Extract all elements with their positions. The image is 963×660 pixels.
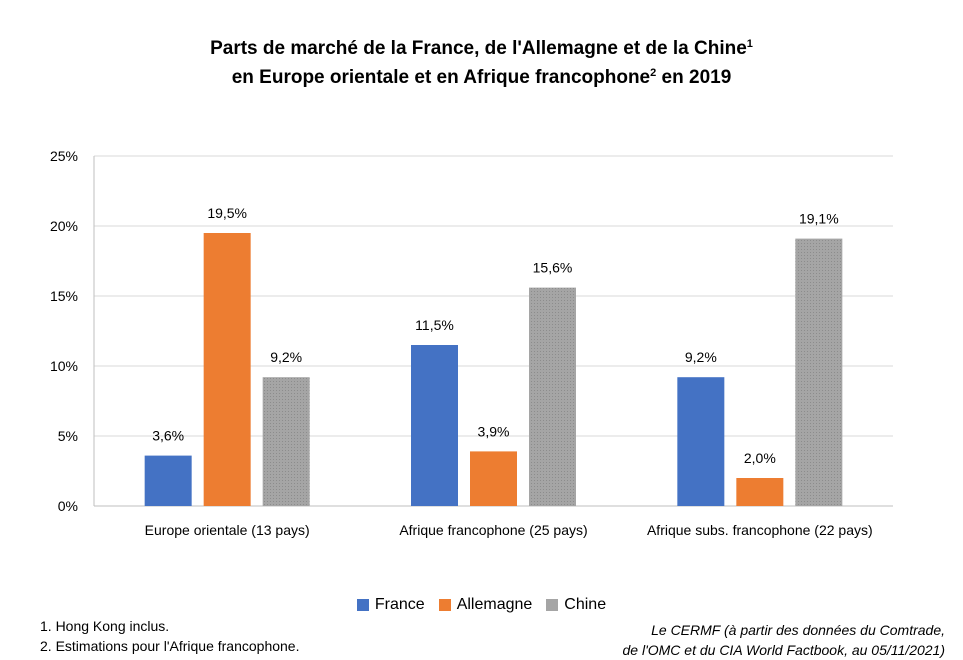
y-tick-label: 25%: [50, 148, 78, 164]
source-line-1: Le CERMF (à partir des données du Comtra…: [651, 622, 945, 638]
legend-item: Chine: [546, 596, 606, 614]
title-footnote-1: 1: [746, 38, 753, 50]
legend-label: Allemagne: [456, 596, 533, 613]
data-label: 19,1%: [799, 211, 839, 227]
footnote-1: 1. Hong Kong inclus.: [40, 618, 170, 634]
x-tick-label: Europe orientale (13 pays): [145, 522, 310, 538]
footnotes: 1. Hong Kong inclus. 2. Estimations pour…: [40, 616, 300, 656]
data-label: 15,6%: [533, 260, 573, 276]
bar-france: [144, 455, 192, 506]
legend-swatch: [356, 599, 369, 611]
bar-allemagne: [470, 451, 517, 506]
title-line-1: Parts de marché de la France, de l'Allem…: [210, 38, 753, 59]
bar-chart: 0% 5% 10% 15% 20% 25% 3,6% 19,5% 9,2% Europe orie…: [50, 148, 893, 538]
legend: France Allemagne Chine: [0, 596, 963, 614]
bar-allemagne: [736, 478, 784, 506]
y-tick-label: 10%: [50, 358, 78, 374]
source-line-2: de l'OMC et du CIA World Factbook, au 05…: [622, 642, 946, 658]
bar-france: [411, 345, 458, 506]
title-footnote-2: 2: [650, 67, 657, 79]
legend-swatch: [546, 599, 559, 611]
x-tick-label: Afrique subs. francophone (22 pays): [647, 522, 873, 538]
title-line-2: en Europe orientale et en Afrique franco…: [231, 67, 732, 88]
data-label: 2,0%: [744, 450, 776, 466]
y-tick-label: 20%: [50, 218, 78, 234]
legend-label: Chine: [564, 596, 607, 613]
y-tick-label: 0%: [58, 498, 78, 514]
footnote-2: 2. Estimations pour l'Afrique francophon…: [40, 638, 300, 654]
data-label: 19,5%: [207, 205, 247, 221]
x-tick-label: Afrique francophone (25 pays): [399, 522, 587, 538]
legend-label: France: [374, 596, 425, 613]
data-label: 9,2%: [270, 349, 302, 365]
legend-item: Allemagne: [438, 596, 533, 614]
data-label: 11,5%: [415, 317, 454, 333]
legend-item: France: [356, 596, 425, 614]
bar-france: [677, 377, 725, 506]
y-tick-label: 15%: [50, 288, 78, 304]
data-label: 9,2%: [685, 349, 717, 365]
bar-chine: [529, 287, 576, 506]
legend-swatch: [438, 599, 451, 611]
bar-allemagne: [203, 233, 251, 506]
data-label: 3,9%: [478, 423, 510, 439]
chart-title: Parts de marché de la France, de l'Allem…: [0, 34, 963, 92]
source-note: Le CERMF (à partir des données du Comtra…: [623, 620, 946, 660]
y-tick-label: 5%: [58, 428, 78, 444]
bar-chine: [795, 238, 843, 506]
bar-chine: [262, 377, 310, 506]
data-label: 3,6%: [152, 428, 184, 444]
